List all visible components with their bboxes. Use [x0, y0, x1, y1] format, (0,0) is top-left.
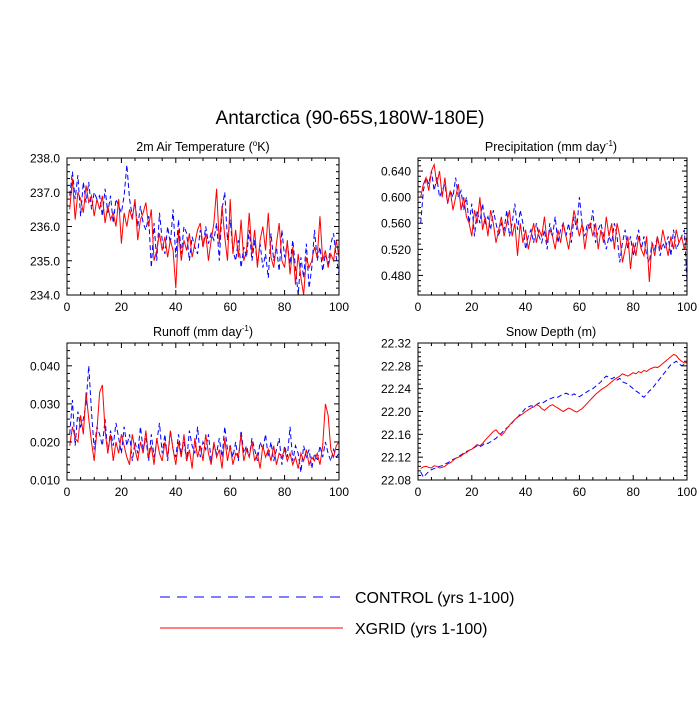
- x-tick-label: 40: [519, 300, 533, 314]
- y-tick-label: 236.0: [30, 220, 60, 234]
- y-tick-label: 22.16: [381, 428, 411, 442]
- y-tick-label: 22.12: [381, 451, 411, 465]
- y-tick-label: 22.20: [381, 405, 411, 419]
- panel-precipitation: Precipitation (mm day-1) 0 20 40 60 80 100 0.4…: [381, 139, 697, 314]
- x-tick-label: 100: [329, 485, 349, 499]
- x-tick-label: 80: [278, 485, 292, 499]
- plot-area: 0 20 40 60 80 100 234.0 235.0 236.0 237.0 238.0: [30, 152, 349, 315]
- plot-area: 0 20 40 60 80 100 22.08 22.12 22.16 22.20 22.24 22.…: [381, 337, 697, 500]
- plot-area: 0 20 40 60 80 100 0.480 0.520 0.560 0.600 0.640: [381, 157, 697, 314]
- x-tick-label: 20: [465, 300, 479, 314]
- x-tick-label: 0: [415, 485, 422, 499]
- x-tick-label: 40: [519, 485, 533, 499]
- chart-title: Runoff (mm day-1): [153, 324, 253, 339]
- plot-area: 0 20 40 60 80 100 0.010 0.020 0.030 0.040: [30, 342, 349, 499]
- legend-label-xgrid: XGRID (yrs 1-100): [355, 621, 487, 638]
- panel-runoff: Runoff (mm day-1) 0 20 40 60 80 100 0.010 0.020…: [30, 324, 349, 499]
- y-tick-label: 0.030: [30, 397, 60, 411]
- y-tick-label: 235.0: [30, 254, 60, 268]
- y-tick-label: 22.24: [381, 382, 411, 396]
- x-tick-label: 20: [115, 300, 129, 314]
- y-tick-label: 0.020: [30, 435, 60, 449]
- y-tick-label: 22.32: [381, 337, 411, 351]
- x-tick-label: 60: [573, 300, 587, 314]
- series-line-xgrid: [420, 162, 688, 282]
- x-tick-label: 100: [329, 300, 349, 314]
- series-line-xgrid: [69, 178, 340, 296]
- plot-frame: [66, 157, 340, 296]
- panel-air-temperature: 2m Air Temperature (oK) 0 20 40 60 80 100 234.…: [30, 139, 349, 314]
- y-tick-label: 238.0: [30, 152, 60, 166]
- y-tick-label: 237.0: [30, 186, 60, 200]
- chart-title: Precipitation (mm day-1): [485, 139, 617, 154]
- chart-title: 2m Air Temperature (oK): [136, 139, 269, 154]
- y-tick-label: 0.520: [381, 243, 411, 257]
- y-tick-label: 0.600: [381, 191, 411, 205]
- y-tick-label: 22.08: [381, 474, 411, 488]
- chart-title: Snow Depth (m): [506, 325, 596, 339]
- plot-frame: [417, 342, 688, 481]
- x-tick-label: 20: [465, 485, 479, 499]
- y-tick-label: 234.0: [30, 289, 60, 303]
- x-tick-label: 20: [115, 485, 129, 499]
- x-tick-label: 60: [224, 300, 238, 314]
- series-line-xgrid: [69, 384, 340, 469]
- x-tick-label: 60: [224, 485, 238, 499]
- x-tick-label: 100: [677, 300, 697, 314]
- y-tick-label: 0.040: [30, 359, 60, 373]
- series-line-control: [69, 365, 340, 473]
- y-tick-label: 0.480: [381, 269, 411, 283]
- series-line-control: [420, 360, 688, 479]
- y-tick-label: 0.640: [381, 165, 411, 179]
- x-tick-label: 0: [64, 300, 71, 314]
- legend: CONTROL (yrs 1-100) XGRID (yrs 1-100): [160, 590, 514, 638]
- x-tick-label: 100: [677, 485, 697, 499]
- x-tick-label: 40: [169, 485, 183, 499]
- x-tick-label: 80: [278, 300, 292, 314]
- x-tick-label: 0: [64, 485, 71, 499]
- x-tick-label: 40: [169, 300, 183, 314]
- panel-snow-depth: Snow Depth (m) 0 20 40 60 80 100 22.08 22.12 22.…: [381, 325, 697, 499]
- x-tick-label: 60: [573, 485, 587, 499]
- series-line-control: [420, 170, 688, 282]
- plot-frame: [417, 157, 688, 296]
- y-tick-label: 0.010: [30, 474, 60, 488]
- x-tick-label: 0: [415, 300, 422, 314]
- y-tick-label: 0.560: [381, 217, 411, 231]
- legend-label-control: CONTROL (yrs 1-100): [355, 590, 514, 607]
- figure-title: Antarctica (90-65S,180W-180E): [216, 108, 485, 129]
- series-line-xgrid: [420, 353, 688, 470]
- x-tick-label: 80: [627, 485, 641, 499]
- series-line-control: [69, 164, 340, 296]
- y-tick-label: 22.28: [381, 359, 411, 373]
- x-tick-label: 80: [627, 300, 641, 314]
